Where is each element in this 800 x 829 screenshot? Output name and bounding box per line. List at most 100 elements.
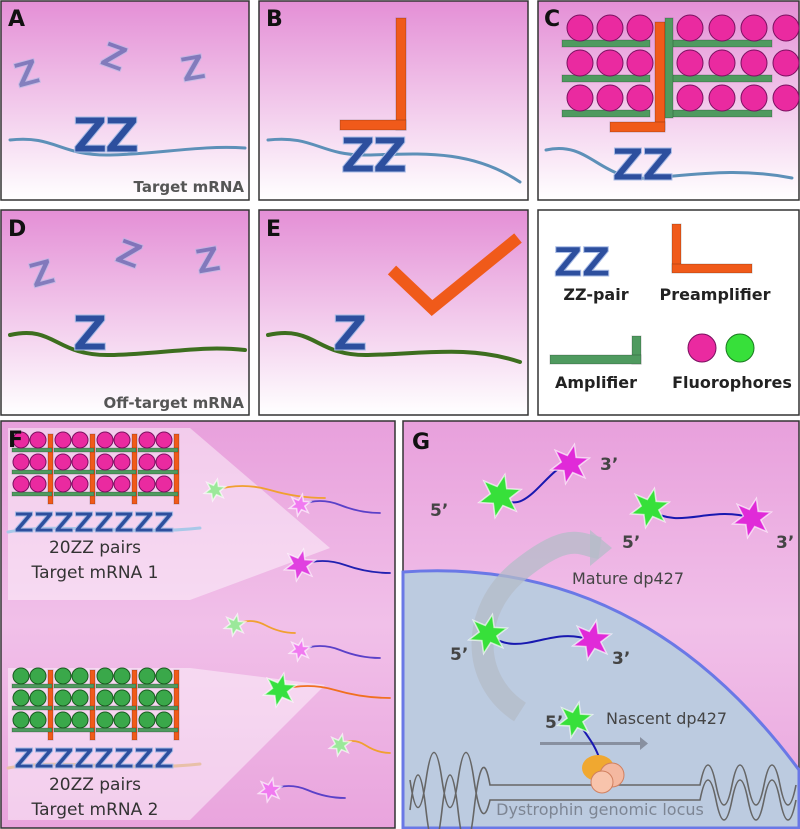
fluorophore — [138, 431, 156, 449]
z-probe: Z — [114, 742, 134, 775]
fluorescent-probe — [476, 472, 524, 520]
fluorescent-probe — [555, 700, 595, 740]
fluorophore — [772, 14, 800, 42]
caption: Off-target mRNA — [104, 394, 245, 412]
amplifier — [53, 491, 95, 497]
mrna — [299, 645, 381, 659]
z-probe: Z — [74, 742, 94, 775]
polymerase — [590, 770, 614, 794]
fluorophore — [96, 689, 114, 707]
fluorophore — [596, 14, 624, 42]
z-probe: Z — [642, 140, 674, 191]
fluorophore — [113, 431, 131, 449]
z-probe: Z — [73, 306, 108, 362]
amplifier — [137, 727, 179, 733]
fluorophore — [54, 689, 72, 707]
panel-d — [0, 209, 250, 416]
amplifier — [53, 683, 95, 689]
end-label: 5’ — [430, 501, 448, 521]
z-probe: Z — [14, 506, 34, 539]
fluorophore — [138, 667, 156, 685]
fluorophore — [772, 84, 800, 112]
preamplifier — [609, 121, 666, 133]
preamplifier — [173, 669, 180, 741]
preamplifier — [89, 669, 96, 741]
fluorophore — [29, 475, 47, 493]
z-probe: Z — [54, 506, 74, 539]
fluorophore — [708, 84, 736, 112]
z-probe: Z — [333, 306, 368, 362]
fluorophore — [96, 431, 114, 449]
transcription-arrow-head — [640, 737, 648, 750]
fluorescent-probe — [261, 671, 299, 709]
fluorophore — [12, 431, 30, 449]
fluorophore — [71, 711, 89, 729]
fluorophore — [626, 14, 654, 42]
mrna — [8, 137, 247, 157]
z-probe: Z — [94, 742, 114, 775]
z-probe: Z — [34, 742, 54, 775]
fluorophore — [138, 453, 156, 471]
fluorophore — [96, 475, 114, 493]
fluorophore — [54, 475, 72, 493]
locus-label: Dystrophin genomic locus — [496, 800, 704, 819]
fluorophore — [96, 711, 114, 729]
fluorophore — [138, 475, 156, 493]
preamplifier — [387, 233, 522, 316]
end-label: 5’ — [545, 713, 563, 733]
amplifier — [11, 447, 53, 453]
transcript-label: Mature dp427 — [572, 569, 684, 588]
fluorophore — [12, 689, 30, 707]
fluorophore — [54, 711, 72, 729]
panel-letter: A — [8, 7, 25, 32]
z-probe: Z — [154, 742, 174, 775]
fluorescent-probe — [202, 477, 228, 503]
transcript-label: Nascent dp427 — [606, 709, 727, 728]
preamplifier — [671, 263, 753, 274]
z-probe: Z — [581, 240, 610, 286]
z-probe: Z — [154, 506, 174, 539]
fluorophore — [29, 689, 47, 707]
preamplifier — [339, 119, 407, 131]
target-name: Target mRNA 1 — [31, 563, 159, 583]
fluorophore — [676, 49, 704, 77]
fluorophore — [12, 475, 30, 493]
z-probe: Z — [134, 742, 154, 775]
fluorescent-probe — [570, 618, 614, 662]
end-label: 5’ — [622, 533, 640, 553]
amplifier — [53, 705, 95, 711]
panel-letter: D — [8, 217, 26, 242]
amplifier — [95, 705, 137, 711]
fluorescent-probe — [222, 612, 248, 638]
fluorophore — [96, 667, 114, 685]
fluorophore — [566, 84, 594, 112]
fluorophore — [12, 711, 30, 729]
amplifier — [664, 17, 674, 119]
amplifier — [95, 491, 137, 497]
cell-nucleus — [401, 569, 800, 829]
z-probe: Z — [553, 240, 582, 286]
amplifier — [137, 469, 179, 475]
preamplifier — [654, 21, 666, 131]
amplifier — [95, 469, 137, 475]
fluorophore — [12, 453, 30, 471]
fluorescent-probe — [287, 492, 313, 518]
fluorophore — [113, 453, 131, 471]
cycle-arrow-head — [590, 530, 612, 566]
z-probe: Z — [34, 506, 54, 539]
preamplifier — [47, 669, 54, 741]
fluorophore — [138, 689, 156, 707]
z-probe: Z — [74, 506, 94, 539]
legend-label: Amplifier — [555, 373, 637, 392]
panel-a — [0, 0, 250, 201]
fluorophore — [740, 84, 768, 112]
transcription-arrow — [540, 742, 640, 745]
fluorophore — [676, 14, 704, 42]
fluorescent-probe — [256, 776, 284, 804]
fluorescent-probe — [287, 637, 313, 663]
fluorophore — [155, 711, 173, 729]
fluorophore — [725, 333, 755, 363]
fluorophore — [113, 689, 131, 707]
amplifier — [95, 447, 137, 453]
panel-letter: E — [266, 217, 281, 242]
